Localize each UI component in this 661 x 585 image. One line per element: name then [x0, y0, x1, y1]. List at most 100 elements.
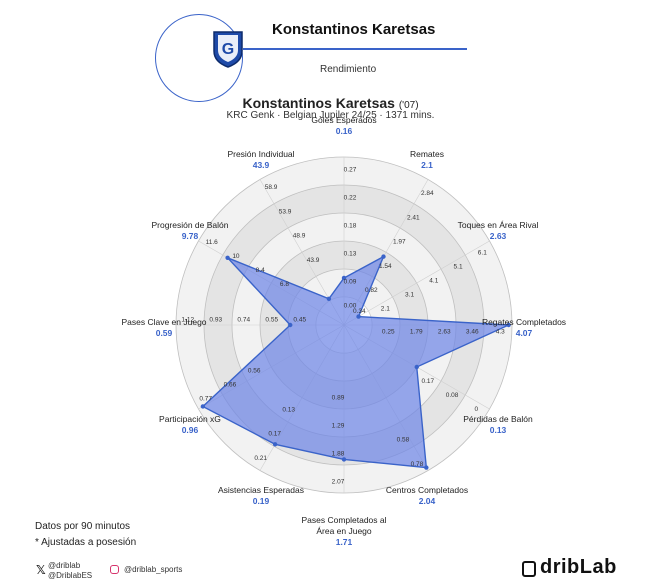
- radar-tick-label: 43.9: [307, 257, 320, 264]
- instagram-icon[interactable]: [110, 565, 119, 574]
- radar-tick-label: 0.45: [293, 317, 306, 324]
- radar-point: [341, 275, 347, 281]
- radar-tick-label: 58.9: [265, 184, 278, 191]
- header-divider: [243, 48, 467, 50]
- radar-tick-label: 48.9: [293, 233, 306, 240]
- radar-tick-label: 0.17: [421, 378, 434, 385]
- radar-value-label: 2.04: [419, 496, 436, 506]
- radar-value-label: 0.19: [253, 496, 270, 506]
- radar-category-label: Regates Completados: [482, 317, 566, 327]
- radar-tick-label: 1.79: [410, 329, 423, 336]
- x-handle-2[interactable]: @DriblabES: [48, 571, 93, 580]
- radar-category-label: Participación xG: [159, 414, 221, 424]
- radar-point: [506, 322, 511, 328]
- radar-tick-label: 4.3: [496, 329, 505, 336]
- radar-point: [356, 314, 361, 319]
- brand-wordmark: dribLab: [540, 556, 617, 578]
- radar-point: [200, 404, 206, 409]
- radar-tick-label: 0.22: [344, 194, 357, 201]
- header-player-name: Konstantinos Karetsas: [272, 21, 436, 38]
- radar-tick-label: 2.1: [381, 306, 390, 313]
- radar-tick-label: 0.08: [446, 392, 459, 399]
- radar-tick-label: 6.1: [478, 250, 487, 257]
- radar-tick-label: 2.63: [438, 329, 451, 336]
- player-meta: KRC Genk · Belgian Jupiler 24/25 · 1371 …: [226, 110, 435, 121]
- radar-tick-label: 1.97: [393, 239, 406, 246]
- radar-tick-label: 0.74: [237, 317, 250, 324]
- radar-tick-label: 2.07: [332, 479, 345, 486]
- player-title: Konstantinos Karetsas ('07): [0, 95, 661, 111]
- radar-tick-label: 0.25: [382, 329, 395, 336]
- radar-value-label: 43.9: [253, 160, 270, 170]
- radar-value-label: 0.16: [336, 126, 353, 136]
- radar-category-label: Toques en Área Rival: [458, 220, 539, 230]
- radar-tick-label: 4.1: [429, 278, 438, 285]
- radar-tick-label: 3.46: [466, 329, 479, 336]
- club-crest-icon: G: [213, 31, 243, 68]
- radar-value-label: 1.71: [336, 537, 353, 547]
- svg-text:G: G: [222, 41, 234, 58]
- radar-point: [225, 255, 230, 260]
- radar-point: [424, 465, 429, 470]
- radar-tick-label: 1.88: [332, 451, 345, 458]
- radar-tick-label: 0.27: [344, 166, 357, 173]
- radar-tick-label: 3.1: [405, 292, 414, 299]
- radar-value-label: 4.07: [516, 328, 533, 338]
- radar-tick-label: 2.84: [421, 190, 434, 197]
- radar-value-label: 0.96: [182, 425, 199, 435]
- radar-category-label: Pases Clave en Juego: [121, 317, 206, 327]
- radar-category-label: Progresión de Balón: [151, 220, 228, 230]
- radar-tick-label: 0.56: [248, 367, 261, 374]
- radar-tick-label: 0.17: [268, 431, 281, 438]
- player-birth-year: ('07): [398, 100, 419, 111]
- note-per-90: Datos por 90 minutos: [35, 521, 131, 532]
- radar-value-label: 2.1: [421, 160, 433, 170]
- radar-point: [381, 254, 386, 259]
- radar-tick-label: 1.12: [181, 317, 194, 324]
- radar-tick-label: 1.54: [379, 263, 392, 270]
- x-logo-icon[interactable]: 𝕏: [36, 563, 46, 577]
- radar-tick-label: 0.13: [282, 406, 295, 413]
- radar-category-label: Presión Individual: [227, 149, 294, 159]
- note-possession-adjusted: * Ajustadas a posesión: [35, 537, 137, 548]
- radar-tick-label: 53.9: [279, 208, 292, 215]
- radar-tick-label: 0.77: [199, 395, 212, 402]
- radar-category-label: Pérdidas de Balón: [463, 414, 533, 424]
- radar-tick-label: 0.93: [209, 317, 222, 324]
- radar-value-label: 2.63: [490, 231, 507, 241]
- brand-logo-icon: [522, 561, 536, 577]
- player-name: Konstantinos Karetsas: [242, 95, 395, 111]
- radar-point: [326, 296, 332, 302]
- header-circle: [155, 14, 243, 102]
- radar-value-label: 9.78: [182, 231, 199, 241]
- radar-category-label: Goles Esperados: [311, 115, 376, 125]
- radar-tick-label: 8.4: [256, 267, 265, 274]
- radar-point: [272, 442, 278, 447]
- radar-tick-label: 0.82: [365, 287, 378, 294]
- radar-tick-label: 0.55: [265, 317, 278, 324]
- radar-tick-label: 1.29: [332, 423, 345, 430]
- radar-category-label: Asistencias Esperadas: [218, 485, 304, 495]
- radar-category-label: Centros Completados: [386, 485, 468, 495]
- radar-tick-label: 0.21: [254, 455, 267, 462]
- radar-point: [341, 457, 347, 462]
- radar-tick-label: 0.00: [344, 302, 357, 309]
- radar-category-label: Área en Juego: [316, 526, 372, 536]
- radar-tick-label: 0.66: [224, 381, 237, 388]
- radar-spoke: [343, 240, 490, 326]
- x-handles: @driblab @DriblabES: [48, 561, 92, 581]
- radar-tick-label: 0: [474, 406, 478, 413]
- x-handle-1[interactable]: @driblab: [48, 561, 81, 570]
- radar-tick-label: 10: [232, 253, 240, 260]
- header-subtitle: Rendimiento: [320, 64, 377, 75]
- instagram-handle[interactable]: @driblab_sports: [124, 565, 183, 574]
- radar-category-label: Remates: [410, 149, 444, 159]
- radar-tick-label: 0.34: [353, 308, 366, 315]
- radar-tick-label: 5.1: [454, 264, 463, 271]
- radar-tick-label: 0.78: [411, 461, 424, 468]
- radar-tick-label: 2.41: [407, 214, 420, 221]
- radar-tick-label: 0.18: [344, 222, 357, 229]
- radar-tick-label: 0.09: [344, 278, 357, 285]
- radar-tick-label: 11.6: [206, 239, 219, 246]
